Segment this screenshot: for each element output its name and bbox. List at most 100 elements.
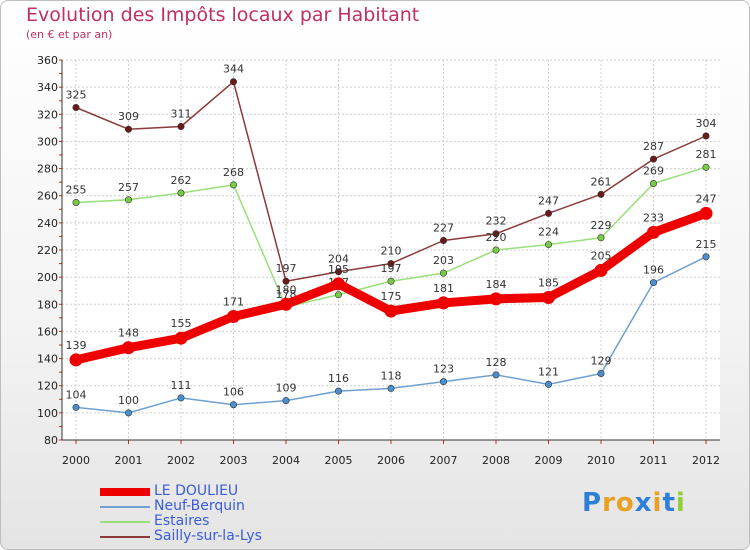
data-label: 309 bbox=[118, 110, 139, 123]
data-point bbox=[649, 279, 657, 287]
data-point bbox=[439, 378, 447, 386]
x-tick-label: 2012 bbox=[692, 454, 720, 467]
data-point bbox=[489, 292, 503, 306]
data-label: 195 bbox=[328, 263, 349, 276]
data-label: 197 bbox=[276, 262, 297, 275]
data-point bbox=[230, 181, 238, 189]
y-tick-label: 160 bbox=[37, 325, 58, 338]
data-point bbox=[174, 331, 188, 345]
data-point bbox=[492, 371, 500, 379]
data-label: 304 bbox=[696, 117, 717, 130]
data-point bbox=[177, 123, 185, 131]
data-label: 268 bbox=[223, 166, 244, 179]
data-point bbox=[387, 277, 395, 285]
logo-letter: r bbox=[602, 488, 616, 518]
data-label: 233 bbox=[643, 211, 664, 224]
data-point bbox=[230, 78, 238, 86]
data-point bbox=[492, 230, 500, 238]
legend-swatch bbox=[100, 536, 150, 538]
data-point bbox=[597, 369, 605, 377]
data-point bbox=[647, 225, 660, 239]
data-point bbox=[72, 199, 80, 207]
data-label: 118 bbox=[381, 369, 402, 382]
logo-letter: o bbox=[615, 488, 635, 518]
data-label: 148 bbox=[118, 327, 139, 340]
chart-subtitle: (en € et par an) bbox=[26, 28, 113, 41]
logo-letter: i bbox=[675, 488, 686, 518]
data-label: 181 bbox=[433, 282, 454, 295]
legend-swatch bbox=[100, 506, 150, 508]
data-label: 111 bbox=[171, 379, 192, 392]
data-point bbox=[702, 253, 710, 261]
data-point bbox=[597, 234, 605, 242]
legend-label: Sailly-sur-la-Lys bbox=[154, 528, 262, 544]
data-point bbox=[597, 190, 605, 198]
data-label: 224 bbox=[538, 226, 559, 239]
x-tick-label: 2011 bbox=[640, 454, 668, 467]
data-label: 203 bbox=[433, 254, 454, 267]
x-tick-label: 2005 bbox=[325, 454, 353, 467]
data-point bbox=[439, 269, 447, 277]
data-point bbox=[279, 297, 293, 311]
data-point bbox=[230, 401, 238, 409]
data-point bbox=[544, 380, 552, 388]
x-tick-label: 2003 bbox=[220, 454, 248, 467]
data-point bbox=[334, 268, 342, 276]
data-label: 184 bbox=[486, 278, 507, 291]
data-label: 128 bbox=[486, 356, 507, 369]
data-label: 116 bbox=[328, 372, 349, 385]
data-point bbox=[282, 277, 290, 285]
data-point bbox=[594, 263, 608, 277]
y-tick-label: 360 bbox=[37, 54, 58, 67]
data-label: 257 bbox=[118, 181, 139, 194]
legend-swatch bbox=[100, 488, 150, 496]
y-tick-label: 300 bbox=[37, 135, 58, 148]
x-tick-label: 2002 bbox=[167, 454, 195, 467]
x-tick-label: 2010 bbox=[587, 454, 615, 467]
data-point bbox=[439, 237, 447, 245]
data-point bbox=[384, 304, 398, 318]
data-label: 121 bbox=[538, 365, 559, 378]
data-label: 227 bbox=[433, 222, 454, 235]
y-tick-label: 120 bbox=[37, 380, 58, 393]
x-tick-label: 2001 bbox=[115, 454, 143, 467]
data-label: 215 bbox=[696, 238, 717, 251]
data-point bbox=[702, 132, 710, 140]
data-label: 100 bbox=[118, 394, 139, 407]
data-point bbox=[72, 104, 80, 112]
data-label: 220 bbox=[486, 231, 507, 244]
proxiti-logo: Proxiti bbox=[582, 488, 686, 518]
logo-letter: t bbox=[662, 488, 676, 518]
data-point bbox=[334, 387, 342, 395]
data-point bbox=[227, 310, 240, 323]
data-label: 261 bbox=[591, 175, 612, 188]
data-label: 196 bbox=[643, 264, 664, 277]
data-label: 109 bbox=[276, 382, 297, 395]
data-point bbox=[125, 196, 133, 204]
data-label: 269 bbox=[643, 165, 664, 178]
data-label: 255 bbox=[66, 184, 87, 197]
x-tick-label: 2009 bbox=[535, 454, 563, 467]
y-tick-label: 280 bbox=[37, 163, 58, 176]
y-tick-label: 220 bbox=[37, 244, 58, 257]
data-point bbox=[125, 409, 133, 417]
data-point bbox=[649, 180, 657, 188]
logo-letter: x bbox=[634, 488, 653, 518]
data-point bbox=[122, 341, 135, 355]
data-label: 325 bbox=[66, 89, 87, 102]
data-point bbox=[544, 209, 552, 217]
data-label: 232 bbox=[486, 215, 507, 228]
data-label: 180 bbox=[276, 283, 297, 296]
data-label: 139 bbox=[66, 339, 87, 352]
data-point bbox=[387, 260, 395, 268]
data-label: 171 bbox=[223, 296, 244, 309]
data-label: 123 bbox=[433, 363, 454, 376]
y-tick-label: 260 bbox=[37, 190, 58, 203]
data-point bbox=[69, 353, 83, 367]
x-tick-label: 2004 bbox=[272, 454, 300, 467]
data-label: 175 bbox=[381, 290, 402, 303]
logo-letter: P bbox=[582, 488, 603, 518]
y-tick-label: 340 bbox=[37, 81, 58, 94]
data-point bbox=[125, 125, 133, 133]
